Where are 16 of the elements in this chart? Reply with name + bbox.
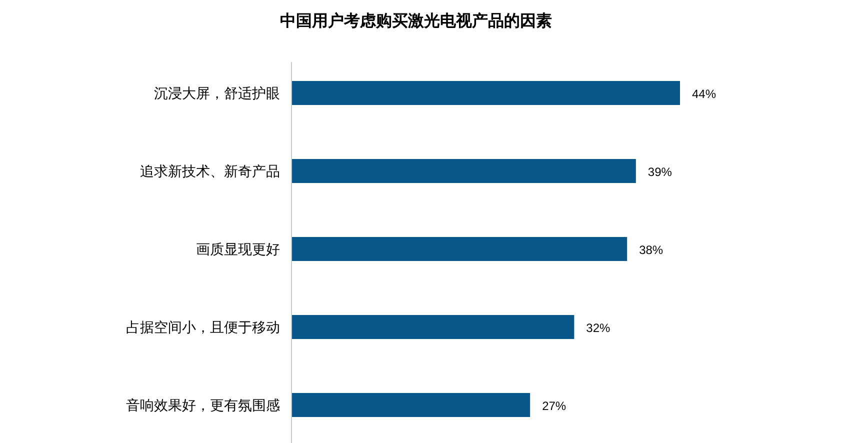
data-label: 44% xyxy=(692,87,716,101)
bar xyxy=(292,393,530,417)
bar xyxy=(292,315,574,339)
bar xyxy=(292,159,636,183)
data-label: 39% xyxy=(648,165,672,179)
data-label: 27% xyxy=(542,399,566,413)
y-tick-label: 追求新技术、新奇产品 xyxy=(140,163,280,179)
bar xyxy=(292,237,628,261)
data-label: 38% xyxy=(639,243,664,257)
y-tick-label: 画质显现更好 xyxy=(196,241,280,257)
y-tick-label: 音响效果好，更有氛围感 xyxy=(126,397,280,413)
y-tick-label: 沉浸大屏，舒适护眼 xyxy=(154,85,280,101)
bar xyxy=(292,81,680,105)
y-tick-label: 占据空间小，且便于移动 xyxy=(126,319,280,335)
chart-title: 中国用户考虑购买激光电视产品的因素 xyxy=(280,12,552,30)
data-label: 32% xyxy=(586,321,611,335)
